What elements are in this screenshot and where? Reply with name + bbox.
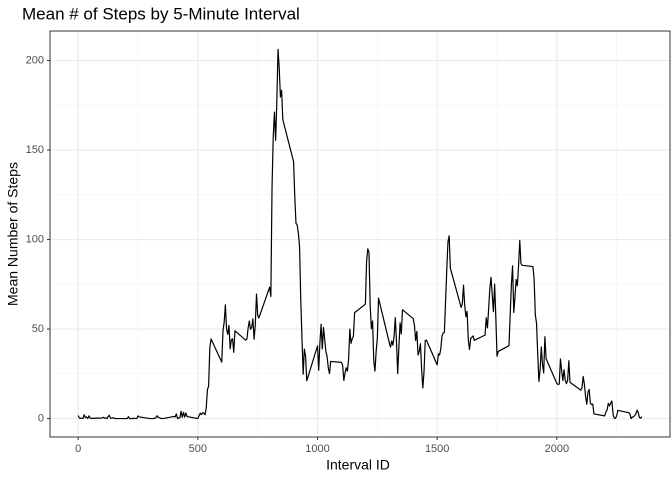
y-tick-label: 200 [26,54,44,66]
x-tick-label: 500 [189,443,207,455]
x-axis-title: Interval ID [326,457,390,473]
x-tick-label: 1000 [305,443,329,455]
chart-title: Mean # of Steps by 5-Minute Interval [22,4,300,23]
x-tick-label: 2000 [545,443,569,455]
data-line [77,48,643,420]
plot-background [50,31,670,437]
y-axis-title: Mean Number of Steps [5,162,21,306]
y-tick-label: 0 [38,412,44,424]
x-tick-label: 1500 [425,443,449,455]
x-tick-label: 0 [75,443,81,455]
panel-border [49,30,671,438]
y-tick-label: 150 [26,144,44,156]
y-tick-label: 50 [32,323,44,335]
y-tick-label: 100 [26,233,44,245]
